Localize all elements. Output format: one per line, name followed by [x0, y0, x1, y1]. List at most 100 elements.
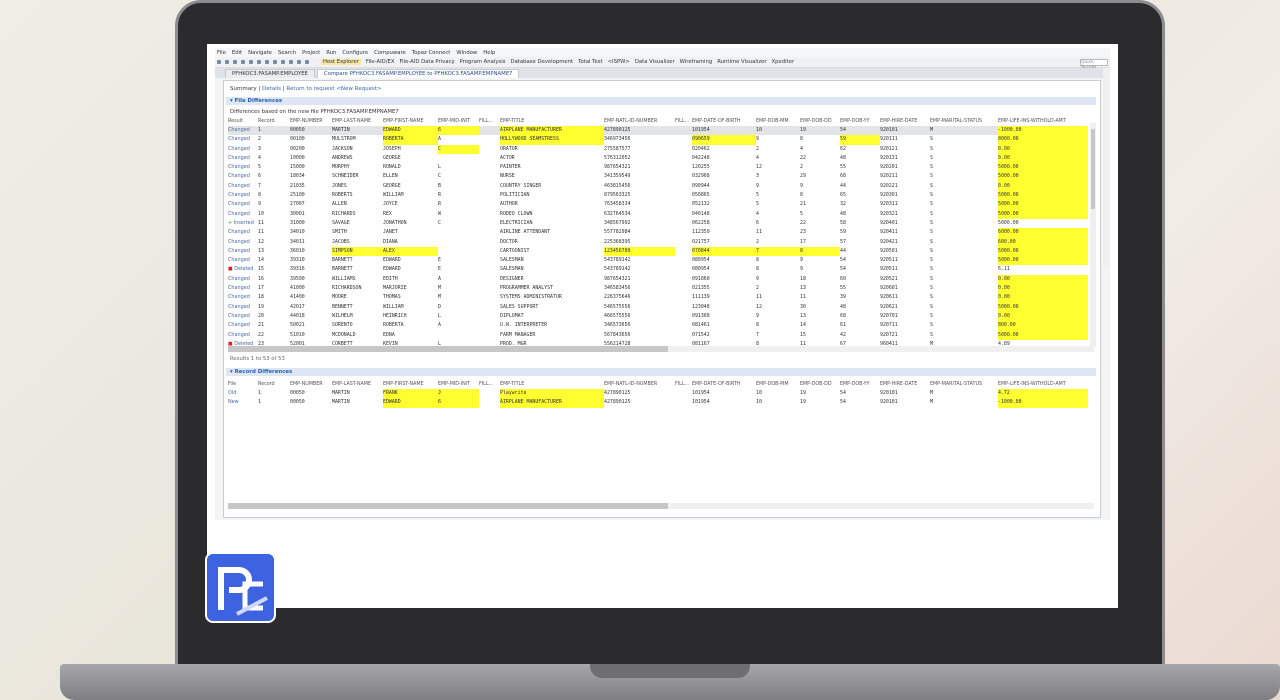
toolbar-icon[interactable] [233, 60, 237, 64]
table-cell[interactable]: Changed [228, 126, 258, 136]
perspective-button[interactable]: Runtime Visualizer [717, 59, 767, 65]
tab-employee[interactable]: PFHKOC3.FASAMP.EMPLOYEE [225, 69, 315, 78]
table-cell[interactable]: Changed [228, 275, 250, 282]
table-cell[interactable]: 12 [258, 238, 264, 245]
column-header[interactable]: EMP-NUMBER [290, 119, 323, 124]
table-cell[interactable]: Changed [228, 312, 250, 319]
toolbar-icon[interactable] [297, 60, 301, 64]
table-cell[interactable]: 5 [258, 164, 261, 171]
column-header[interactable]: EMP-NUMBER [290, 382, 323, 387]
column-header[interactable]: Record [258, 382, 275, 387]
table-cell[interactable]: Changed [228, 164, 250, 171]
table-cell[interactable]: Changed [228, 210, 250, 217]
menu-item-navigate[interactable]: Navigate [248, 49, 272, 56]
table-cell[interactable]: Changed [228, 257, 250, 264]
column-header[interactable]: EMP-DOB-MM [756, 382, 789, 387]
perspective-button[interactable]: File-AID/EX [365, 59, 395, 65]
table-cell[interactable]: 14 [258, 257, 264, 264]
perspective-button[interactable]: Xpediter [771, 59, 795, 65]
column-header[interactable]: EMP-DOB-DD [800, 119, 832, 124]
vertical-scrollbar[interactable] [1090, 123, 1096, 347]
menu-item-run[interactable]: Run [326, 49, 337, 56]
column-header[interactable]: EMP-DOB-YY [840, 119, 870, 124]
table-cell[interactable]: 11 [258, 219, 264, 226]
table-cell[interactable]: 1 [258, 390, 261, 396]
table-cell[interactable]: 17 [258, 285, 264, 292]
column-header[interactable]: Result [228, 119, 243, 124]
details-link[interactable]: Details [261, 86, 282, 92]
table-cell[interactable]: 19 [258, 303, 264, 310]
table-cell[interactable]: 1 [258, 126, 290, 136]
table-cell[interactable]: 18 [258, 294, 264, 301]
table-cell[interactable]: Changed [228, 201, 250, 208]
menu-item-project[interactable]: Project [302, 49, 321, 56]
column-header[interactable]: EMP-DOB-DD [800, 382, 832, 387]
table-cell[interactable]: 13 [258, 247, 264, 254]
menu-item-edit[interactable]: Edit [231, 49, 243, 56]
column-header[interactable]: EMP-FIRST-NAME [383, 382, 424, 387]
toolbar-icon[interactable] [249, 60, 253, 64]
column-header[interactable]: EMP-MARITAL-STATUS [930, 382, 983, 387]
table-cell[interactable]: Deleted [228, 340, 258, 349]
menu-item-topaz-connect[interactable]: Topaz Connect [411, 49, 451, 56]
column-header[interactable]: EMP-LIFE-INS-WITHOLD-AMT [998, 382, 1066, 387]
table-cell[interactable]: Old [228, 390, 237, 396]
table-cell[interactable]: 23 [258, 340, 264, 347]
record-differences-header[interactable]: ▾ Record Differences [226, 368, 1096, 376]
file-differences-header[interactable]: ▾ File Differences [226, 97, 1096, 105]
column-header[interactable]: EMP-DATE-OF-BIRTH [692, 119, 741, 124]
column-header[interactable]: EMP-LIFE-INS-WITHOLD-AMT [998, 119, 1066, 124]
table-cell[interactable]: Changed [228, 247, 250, 254]
column-header[interactable]: EMP-NATL-ID-NUMBER [604, 382, 658, 387]
column-header[interactable]: EMP-LAST-NAME [332, 119, 372, 124]
table-cell[interactable]: 10 [258, 210, 264, 217]
toolbar-icon[interactable] [217, 60, 221, 64]
perspective-button[interactable]: File-AID Data Privacy [399, 59, 455, 65]
return-link[interactable]: Return to request [286, 86, 335, 92]
perspective-button[interactable]: Program Analysis [459, 59, 506, 65]
column-header[interactable]: FILL... [479, 119, 494, 124]
perspective-button[interactable]: Data Visualizer [634, 59, 675, 65]
column-header[interactable]: EMP-NATL-ID-NUMBER [604, 119, 658, 124]
perspective-button[interactable]: Wireframing [679, 59, 713, 65]
table-cell[interactable]: Changed [228, 322, 250, 329]
toolbar-icon[interactable] [273, 60, 277, 64]
table-cell[interactable]: 22 [258, 331, 264, 338]
lower-horizontal-scrollbar[interactable] [228, 503, 1094, 509]
perspective-button[interactable]: Total Test [578, 59, 603, 65]
column-header[interactable]: EMP-MID-INIT [438, 119, 471, 124]
toolbar-icon[interactable] [225, 60, 229, 64]
column-header[interactable]: FILL... [675, 382, 690, 387]
column-header[interactable]: EMP-FIRST-NAME [383, 119, 424, 124]
column-header[interactable]: EMP-DOB-YY [840, 382, 870, 387]
menu-item-file[interactable]: File [217, 49, 226, 56]
column-header[interactable]: EMP-LAST-NAME [332, 382, 372, 387]
summary-label[interactable]: Summary [230, 86, 257, 92]
perspective-button[interactable]: Host Explorer [321, 59, 361, 65]
table-cell[interactable]: 8 [258, 192, 261, 199]
table-cell[interactable]: New [228, 399, 239, 406]
column-header[interactable]: FILL... [479, 382, 494, 387]
table-cell[interactable]: Changed [228, 145, 250, 152]
table-cell[interactable]: 9 [258, 201, 261, 208]
table-cell[interactable]: Changed [228, 331, 250, 338]
table-cell[interactable]: Changed [228, 192, 250, 199]
table-cell[interactable]: Changed [228, 182, 250, 189]
table-cell[interactable]: Deleted [228, 265, 258, 274]
column-header[interactable]: EMP-DOB-MM [756, 119, 789, 124]
column-header[interactable]: FILL... [675, 119, 690, 124]
table-cell[interactable]: Changed [228, 136, 250, 143]
table-cell[interactable]: Changed [228, 154, 250, 161]
table-cell[interactable]: 15 [258, 266, 264, 273]
column-header[interactable]: File [228, 382, 237, 387]
table-cell[interactable]: 11 [258, 229, 264, 236]
toolbar-icon[interactable] [289, 60, 293, 64]
column-header[interactable]: EMP-MARITAL-STATUS [930, 119, 983, 124]
toolbar-icon[interactable] [305, 60, 309, 64]
table-cell[interactable]: 3 [258, 145, 261, 152]
table-cell[interactable]: Changed [228, 229, 250, 236]
toolbar-icon[interactable] [281, 60, 285, 64]
table-cell[interactable]: Changed [228, 173, 250, 180]
column-header[interactable]: EMP-DATE-OF-BIRTH [692, 382, 741, 387]
column-header[interactable]: EMP-MID-INIT [438, 382, 471, 387]
